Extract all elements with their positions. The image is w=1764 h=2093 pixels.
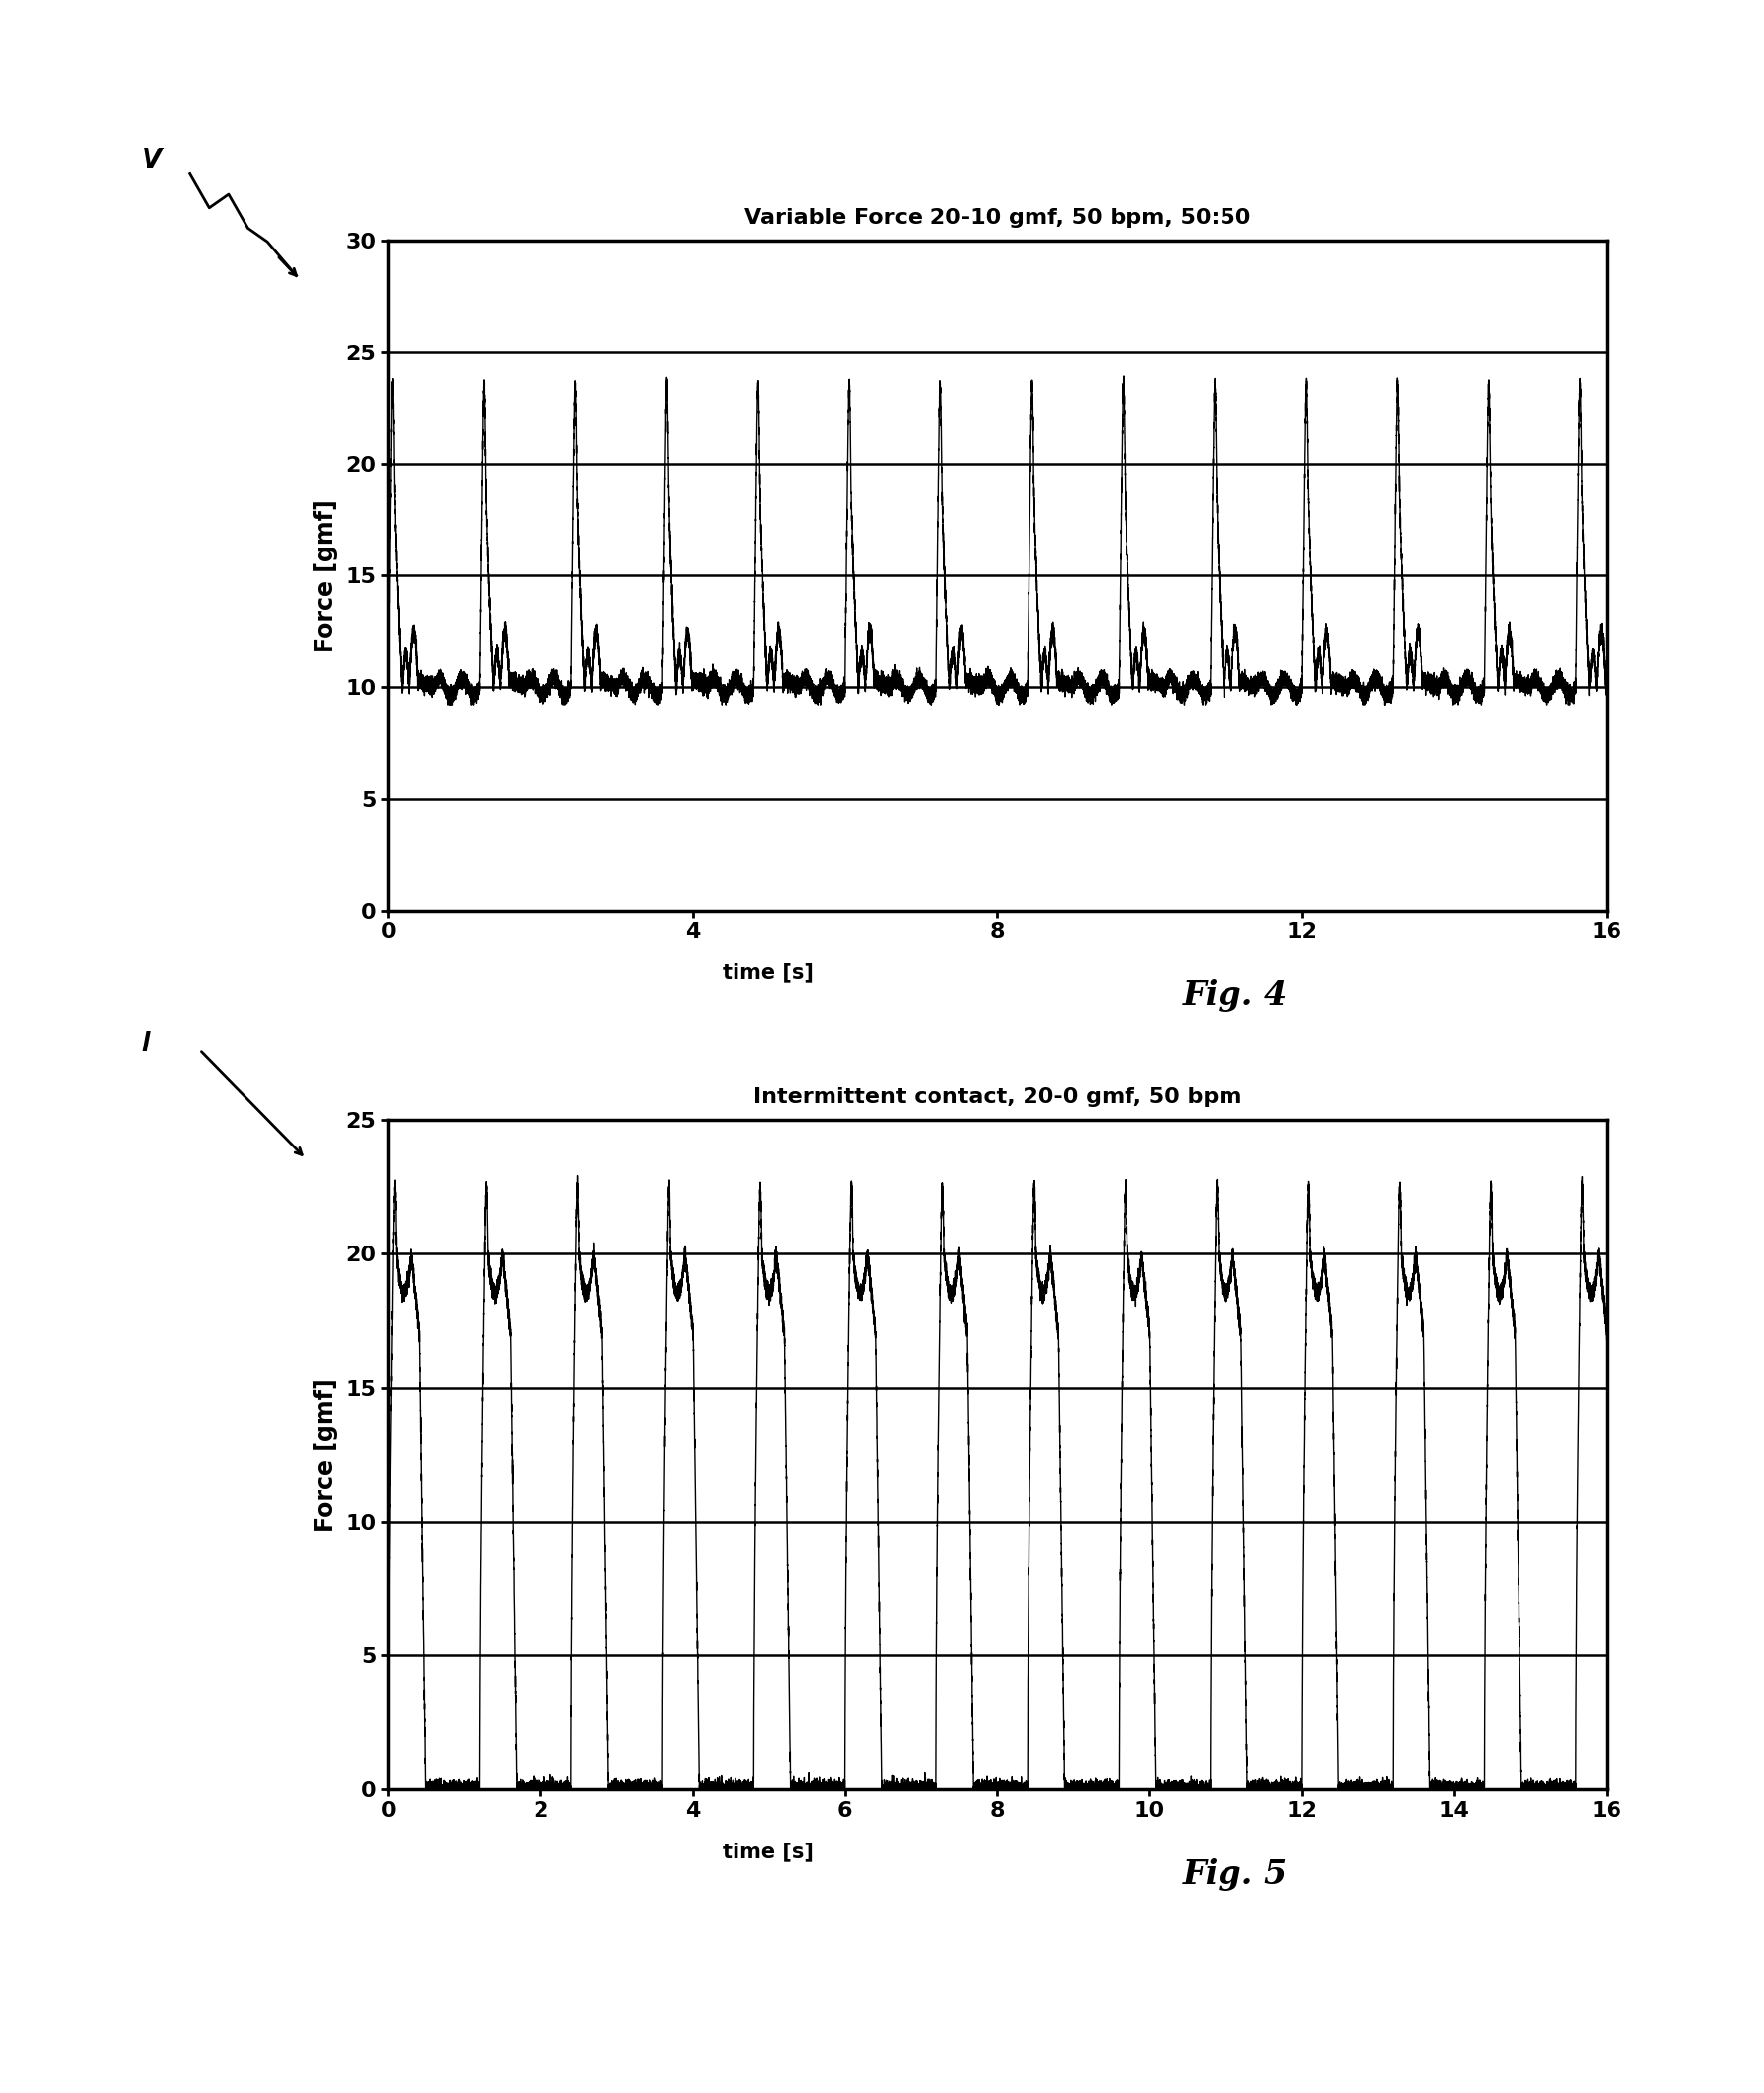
Text: I: I bbox=[141, 1030, 152, 1057]
Text: time [s]: time [s] bbox=[721, 1842, 813, 1861]
Text: time [s]: time [s] bbox=[721, 963, 813, 982]
Title: Intermittent contact, 20-0 gmf, 50 bpm: Intermittent contact, 20-0 gmf, 50 bpm bbox=[753, 1088, 1240, 1107]
Title: Variable Force 20-10 gmf, 50 bpm, 50:50: Variable Force 20-10 gmf, 50 bpm, 50:50 bbox=[744, 209, 1249, 228]
Text: Fig. 4: Fig. 4 bbox=[1182, 980, 1288, 1013]
Text: Fig. 5: Fig. 5 bbox=[1182, 1859, 1288, 1892]
Text: V: V bbox=[141, 147, 162, 174]
Y-axis label: Force [gmf]: Force [gmf] bbox=[314, 1377, 337, 1532]
Y-axis label: Force [gmf]: Force [gmf] bbox=[314, 498, 337, 653]
